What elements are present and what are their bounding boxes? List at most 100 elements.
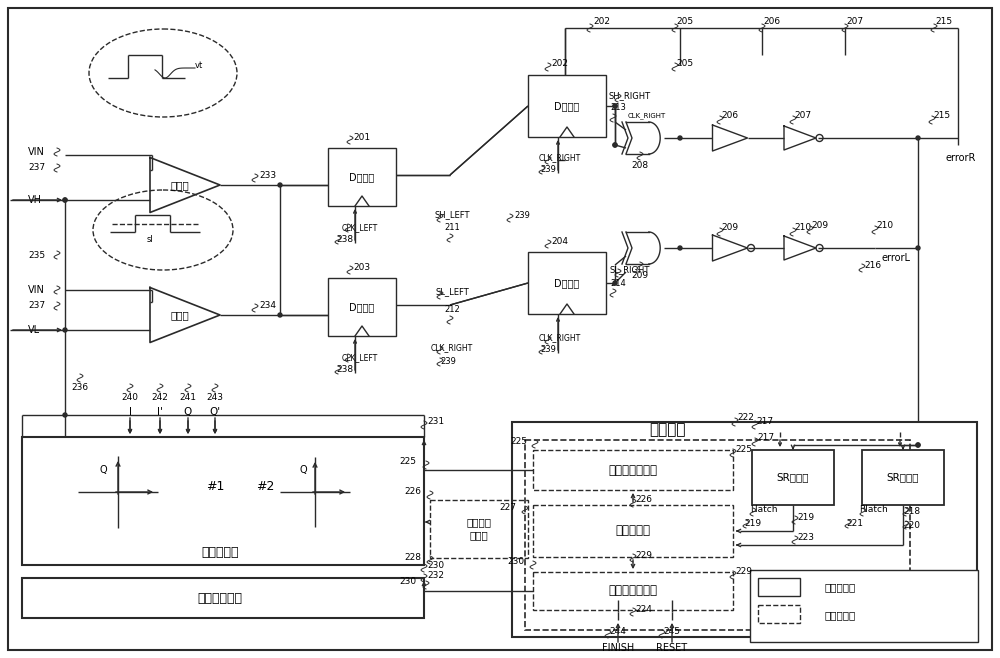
Text: 234: 234 (260, 301, 276, 309)
Text: 208: 208 (631, 161, 649, 170)
Text: 215: 215 (935, 18, 953, 26)
Text: 239: 239 (440, 357, 456, 367)
Text: 236: 236 (71, 384, 89, 393)
Bar (758, 605, 800, 623)
Text: 205: 205 (676, 18, 694, 26)
Text: 245: 245 (664, 626, 680, 636)
Circle shape (613, 143, 617, 147)
Text: 230: 230 (507, 557, 524, 567)
Text: sl: sl (147, 236, 153, 245)
Bar (22, 437, 424, 565)
Text: #2: #2 (256, 480, 274, 494)
Circle shape (278, 313, 282, 317)
Circle shape (63, 328, 67, 332)
Text: Q: Q (299, 465, 307, 475)
Bar (328, 148, 396, 206)
Bar (328, 278, 396, 336)
Text: 209: 209 (631, 272, 649, 280)
Text: Q': Q' (209, 407, 221, 417)
Bar (430, 500, 528, 558)
Text: Llatch: Llatch (750, 505, 778, 513)
Text: SH_RIGHT: SH_RIGHT (609, 91, 651, 101)
Text: 相位旋转器: 相位旋转器 (201, 545, 239, 559)
Text: D触发器: D触发器 (349, 302, 375, 312)
Text: VL: VL (28, 325, 40, 335)
Text: VH: VH (28, 195, 42, 205)
Text: 测试结果: 测试结果 (466, 517, 492, 527)
Text: 204: 204 (552, 236, 568, 245)
Bar (533, 572, 733, 610)
Text: 226: 226 (636, 495, 652, 505)
Text: D触发器: D触发器 (554, 278, 580, 288)
Text: CLK_LEFT: CLK_LEFT (342, 224, 378, 232)
Bar (525, 440, 910, 630)
Text: VIN: VIN (28, 285, 45, 295)
Text: 230: 230 (427, 561, 445, 570)
Text: 219: 219 (744, 520, 762, 528)
Text: 218: 218 (903, 507, 921, 517)
Bar (512, 422, 977, 637)
Text: 242: 242 (152, 393, 168, 403)
Text: 220: 220 (904, 520, 920, 530)
Text: 比较器: 比较器 (171, 310, 189, 320)
Text: 237: 237 (28, 301, 45, 311)
Text: 239: 239 (514, 211, 530, 220)
Bar (528, 75, 606, 137)
Text: CLK_RIGHT: CLK_RIGHT (628, 113, 666, 119)
Text: CLK_RIGHT: CLK_RIGHT (539, 334, 581, 343)
Text: SR锁存器: SR锁存器 (887, 472, 919, 482)
Text: 235: 235 (28, 251, 45, 259)
Text: CLK_RIGHT: CLK_RIGHT (431, 343, 473, 353)
Bar (22, 578, 424, 618)
Text: 244: 244 (610, 626, 626, 636)
Circle shape (916, 246, 920, 250)
Text: 217: 217 (757, 434, 775, 442)
Text: 225: 225 (510, 436, 527, 445)
Text: 229: 229 (736, 567, 753, 576)
Text: 201: 201 (353, 132, 371, 141)
Text: 214: 214 (610, 278, 626, 288)
Text: 237: 237 (28, 163, 45, 172)
Bar (752, 450, 834, 505)
Text: FINISH: FINISH (602, 643, 634, 653)
Text: 219: 219 (797, 513, 815, 522)
Circle shape (678, 246, 682, 250)
Text: SL_LEFT: SL_LEFT (435, 288, 469, 297)
Text: 比较器: 比较器 (171, 180, 189, 190)
Bar (533, 505, 733, 557)
Text: 电压设置寄存器: 电压设置寄存器 (608, 584, 658, 597)
Text: D触发器: D触发器 (349, 172, 375, 182)
Text: 212: 212 (444, 305, 460, 315)
Text: 相位设置寄存器: 相位设置寄存器 (608, 463, 658, 476)
Text: errorL: errorL (882, 253, 911, 263)
Circle shape (916, 443, 920, 447)
Text: #1: #1 (206, 480, 224, 494)
Text: 209: 209 (811, 222, 829, 230)
Text: 217: 217 (756, 417, 774, 426)
Text: 半定制模块: 半定制模块 (824, 610, 856, 620)
Text: 221: 221 (846, 520, 864, 528)
Text: 206: 206 (721, 111, 739, 120)
Text: errorR: errorR (945, 153, 975, 163)
Circle shape (613, 143, 617, 147)
Text: SH_LEFT: SH_LEFT (434, 211, 470, 220)
Text: 203: 203 (353, 263, 371, 272)
Text: SR锁存器: SR锁存器 (777, 472, 809, 482)
Text: 207: 207 (846, 18, 864, 26)
Text: 227: 227 (499, 503, 516, 511)
Text: 239: 239 (540, 345, 556, 355)
Text: RESET: RESET (656, 643, 688, 653)
Text: 238: 238 (336, 365, 354, 374)
Text: 231: 231 (427, 417, 445, 426)
Text: Q: Q (184, 407, 192, 417)
Text: 230: 230 (399, 578, 416, 586)
Text: Q: Q (99, 465, 107, 475)
Circle shape (613, 104, 617, 108)
Text: 207: 207 (794, 111, 812, 120)
Text: 205: 205 (676, 59, 694, 68)
Text: 216: 216 (864, 261, 882, 270)
Circle shape (678, 136, 682, 140)
Text: 数模转换电路: 数模转换电路 (198, 592, 242, 605)
Text: vt: vt (195, 61, 203, 70)
Text: 202: 202 (594, 18, 610, 26)
